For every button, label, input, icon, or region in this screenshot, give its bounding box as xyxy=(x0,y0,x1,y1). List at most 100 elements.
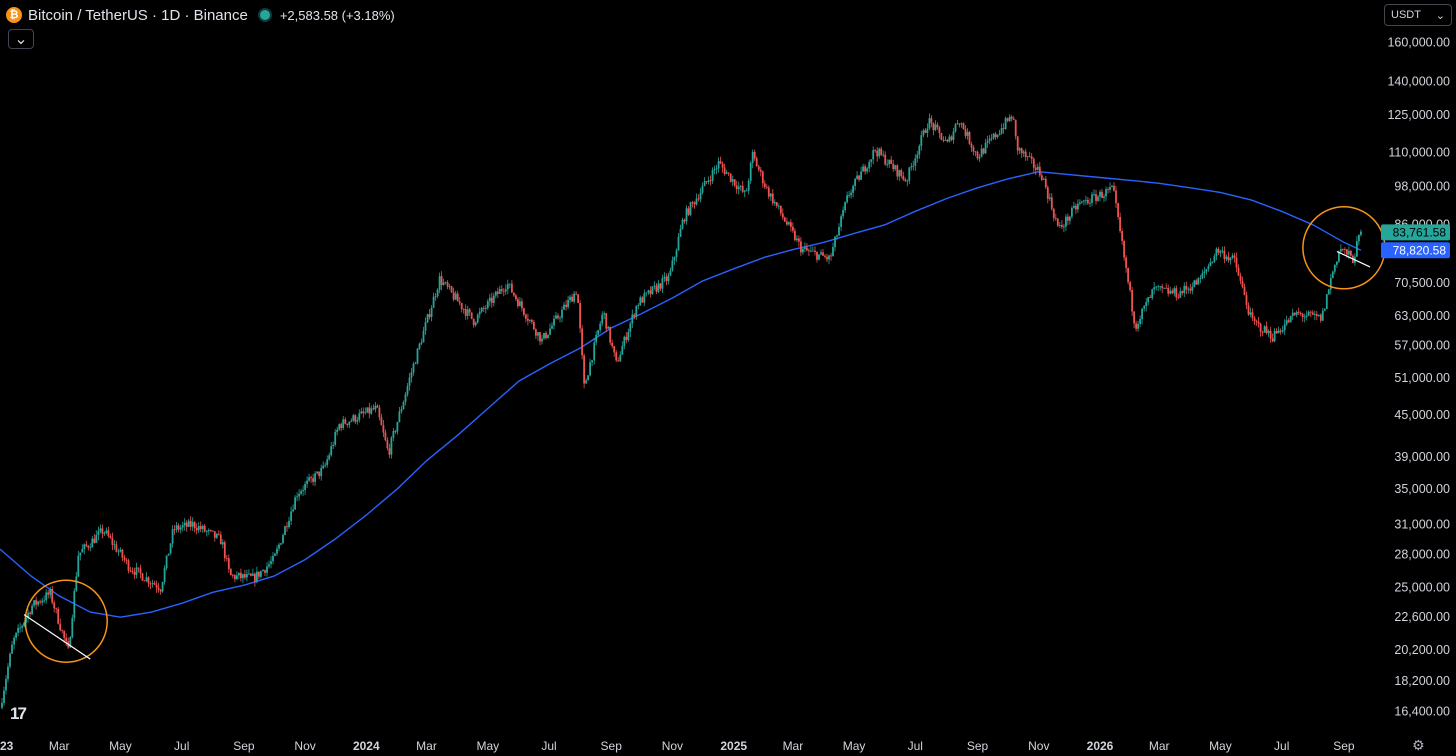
moving-average-line[interactable] xyxy=(0,170,1362,618)
candle-body xyxy=(141,573,144,581)
price-tick-label: 35,000.00 xyxy=(1394,482,1450,496)
candle-body xyxy=(498,289,501,294)
candle-body xyxy=(978,157,981,159)
candle-body xyxy=(585,380,587,384)
candle-body xyxy=(298,493,300,497)
candle-body xyxy=(1356,241,1358,257)
candle-body xyxy=(515,295,517,300)
candle-body xyxy=(1275,331,1278,334)
candle-body xyxy=(950,136,953,140)
candle-body xyxy=(968,132,971,144)
candle-body xyxy=(1329,278,1332,290)
candle-body xyxy=(517,299,519,307)
candle-body xyxy=(1245,295,1248,306)
candle-body xyxy=(685,208,688,222)
candle-body xyxy=(410,372,413,378)
candle-body xyxy=(992,133,995,139)
candle-body xyxy=(408,377,411,386)
candle-body xyxy=(721,163,724,168)
candle-body xyxy=(199,526,202,530)
candle-body xyxy=(334,432,337,445)
candle-body xyxy=(1004,118,1007,129)
gear-icon[interactable]: ⚙ xyxy=(1412,737,1425,753)
candle-body xyxy=(1020,148,1023,154)
candle-body xyxy=(713,169,716,170)
candle-body xyxy=(1028,156,1031,158)
candle-body xyxy=(111,537,114,545)
candle-body xyxy=(705,181,708,182)
candle-body xyxy=(79,552,82,556)
candle-body xyxy=(894,165,897,170)
candle-body xyxy=(1044,178,1047,188)
candle-body xyxy=(1129,282,1131,290)
candle-body xyxy=(374,405,377,410)
candle-body xyxy=(1199,278,1202,279)
candle-body xyxy=(1099,191,1101,197)
candle-body xyxy=(167,553,170,556)
candle-body xyxy=(1261,331,1264,333)
candle-body xyxy=(665,276,668,282)
trendline[interactable] xyxy=(1336,250,1371,268)
candle-body xyxy=(701,186,704,193)
time-tick-label: May xyxy=(109,739,132,753)
candle-body xyxy=(1056,218,1059,226)
candle-body xyxy=(466,309,469,316)
candle-body xyxy=(133,571,136,575)
candle-body xyxy=(551,325,553,329)
candle-body xyxy=(456,293,459,302)
candle-body xyxy=(1042,178,1045,180)
candle-body xyxy=(912,165,915,167)
candle-body xyxy=(932,123,935,131)
candle-body xyxy=(1191,286,1194,291)
symbol-title[interactable]: Bitcoin / TetherUS · 1D · Binance xyxy=(28,6,248,24)
tradingview-logo[interactable]: 17 xyxy=(10,704,27,723)
candle-body xyxy=(1117,203,1119,217)
collapse-legend-button[interactable]: ⌄ xyxy=(8,29,34,49)
candle-body xyxy=(1265,326,1268,334)
annotation-circle[interactable] xyxy=(1302,206,1386,290)
candle-body xyxy=(757,166,760,170)
candle-body xyxy=(179,527,182,530)
candle-body xyxy=(1241,280,1244,287)
annotation-circle[interactable] xyxy=(24,579,108,663)
time-tick-label: May xyxy=(476,739,499,753)
candle-body xyxy=(557,315,559,319)
candle-body xyxy=(679,228,682,237)
candle-body xyxy=(838,226,840,236)
candle-body xyxy=(159,589,162,592)
candle-body xyxy=(107,530,110,537)
candle-body xyxy=(1111,185,1113,187)
candle-body xyxy=(1014,119,1017,137)
candle-body xyxy=(482,307,485,309)
candle-body xyxy=(1287,320,1290,323)
price-change: +2,583.58 (+3.18%) xyxy=(279,7,395,23)
candle-body xyxy=(480,307,483,312)
trendline[interactable] xyxy=(23,614,91,660)
candle-body xyxy=(739,185,742,187)
candle-body xyxy=(603,313,606,315)
candle-body xyxy=(675,250,678,258)
candle-body xyxy=(1360,232,1362,234)
candle-body xyxy=(328,455,331,460)
candle-body xyxy=(669,270,672,276)
candle-body xyxy=(195,528,198,531)
currency-select[interactable]: USDT ⌄ xyxy=(1384,4,1452,26)
market-status-dot-icon[interactable] xyxy=(259,10,270,20)
candle-body xyxy=(388,448,391,455)
candle-body xyxy=(1073,205,1075,208)
candle-body xyxy=(1091,194,1093,203)
candle-body xyxy=(322,465,325,469)
candle-body xyxy=(384,432,387,441)
candle-body xyxy=(920,135,923,146)
candle-body xyxy=(246,573,248,578)
candle-body xyxy=(531,320,533,322)
candle-body xyxy=(1237,267,1240,276)
time-tick-label: May xyxy=(1209,739,1232,753)
candle-body xyxy=(926,128,929,133)
candle-body xyxy=(808,250,810,252)
candle-body xyxy=(798,238,800,242)
candle-body xyxy=(1046,187,1049,199)
price-tick-label: 31,000.00 xyxy=(1394,517,1450,531)
candle-body xyxy=(725,172,728,174)
